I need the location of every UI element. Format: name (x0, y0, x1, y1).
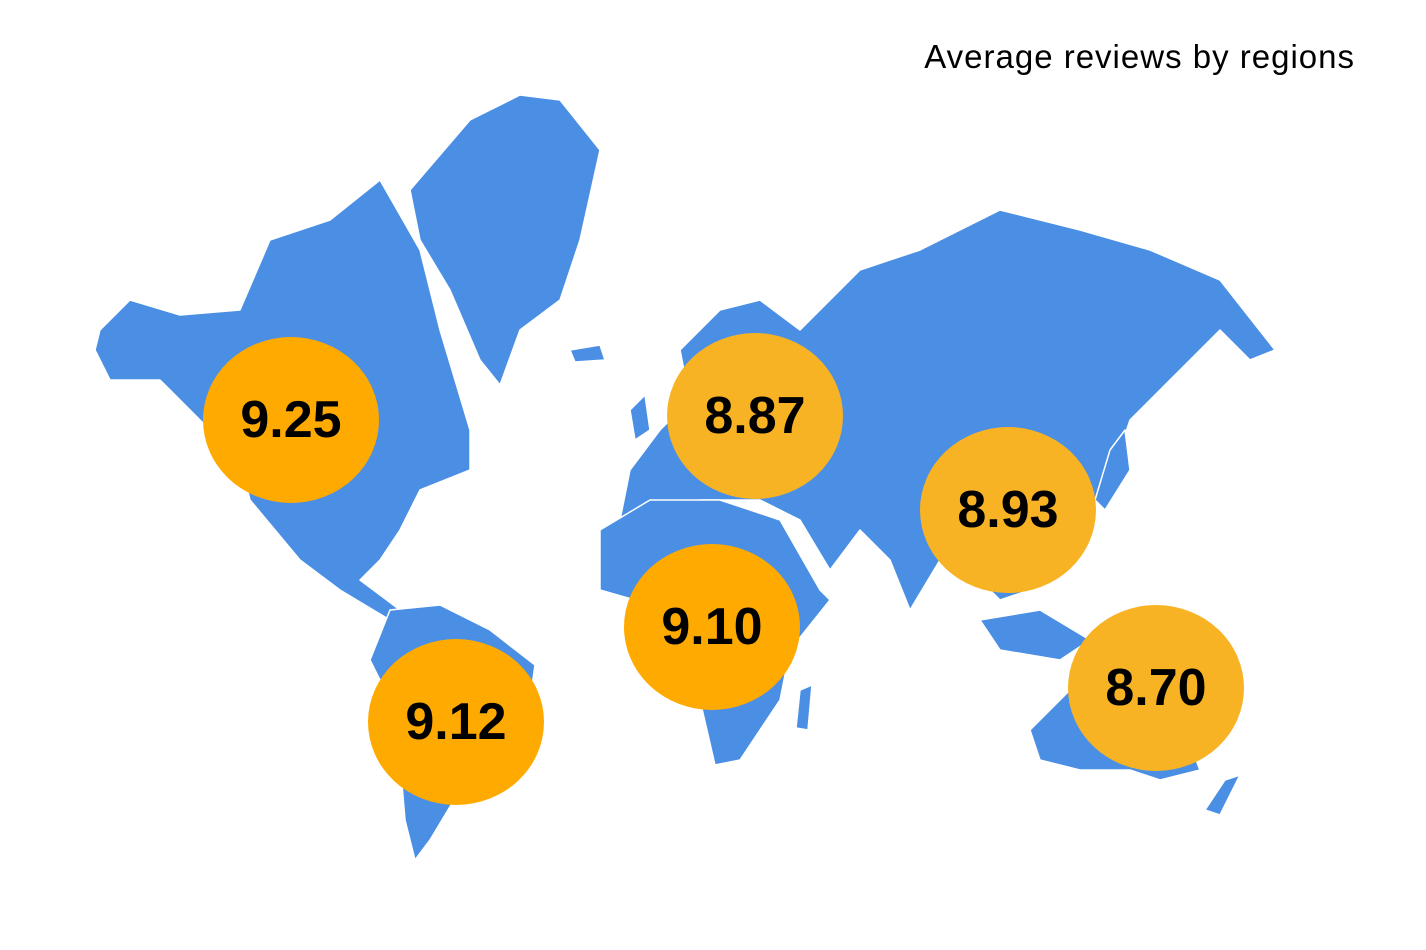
region-bubble (368, 639, 544, 805)
region-bubble (920, 427, 1096, 593)
japan (1094, 429, 1131, 511)
bubble-label: 9.10 (661, 598, 762, 656)
eurasia (619, 209, 1276, 611)
bubble-label: 9.25 (240, 391, 341, 449)
uk (629, 394, 651, 441)
region-bubble (624, 544, 800, 710)
bubble-label: 9.12 (405, 693, 506, 751)
new-zealand (1204, 774, 1241, 816)
iceland (569, 344, 606, 363)
bubble-label: 8.93 (957, 481, 1058, 539)
bubble-label: 8.87 (704, 387, 805, 445)
region-bubble (1068, 605, 1244, 771)
southeast-asia-islands (979, 609, 1091, 661)
greenland (409, 94, 601, 386)
bubble-label: 8.70 (1105, 659, 1206, 717)
madagascar (795, 684, 813, 731)
chart-title: Average reviews by regions (924, 38, 1355, 75)
region-bubble (667, 333, 843, 499)
region-bubble (203, 337, 379, 503)
